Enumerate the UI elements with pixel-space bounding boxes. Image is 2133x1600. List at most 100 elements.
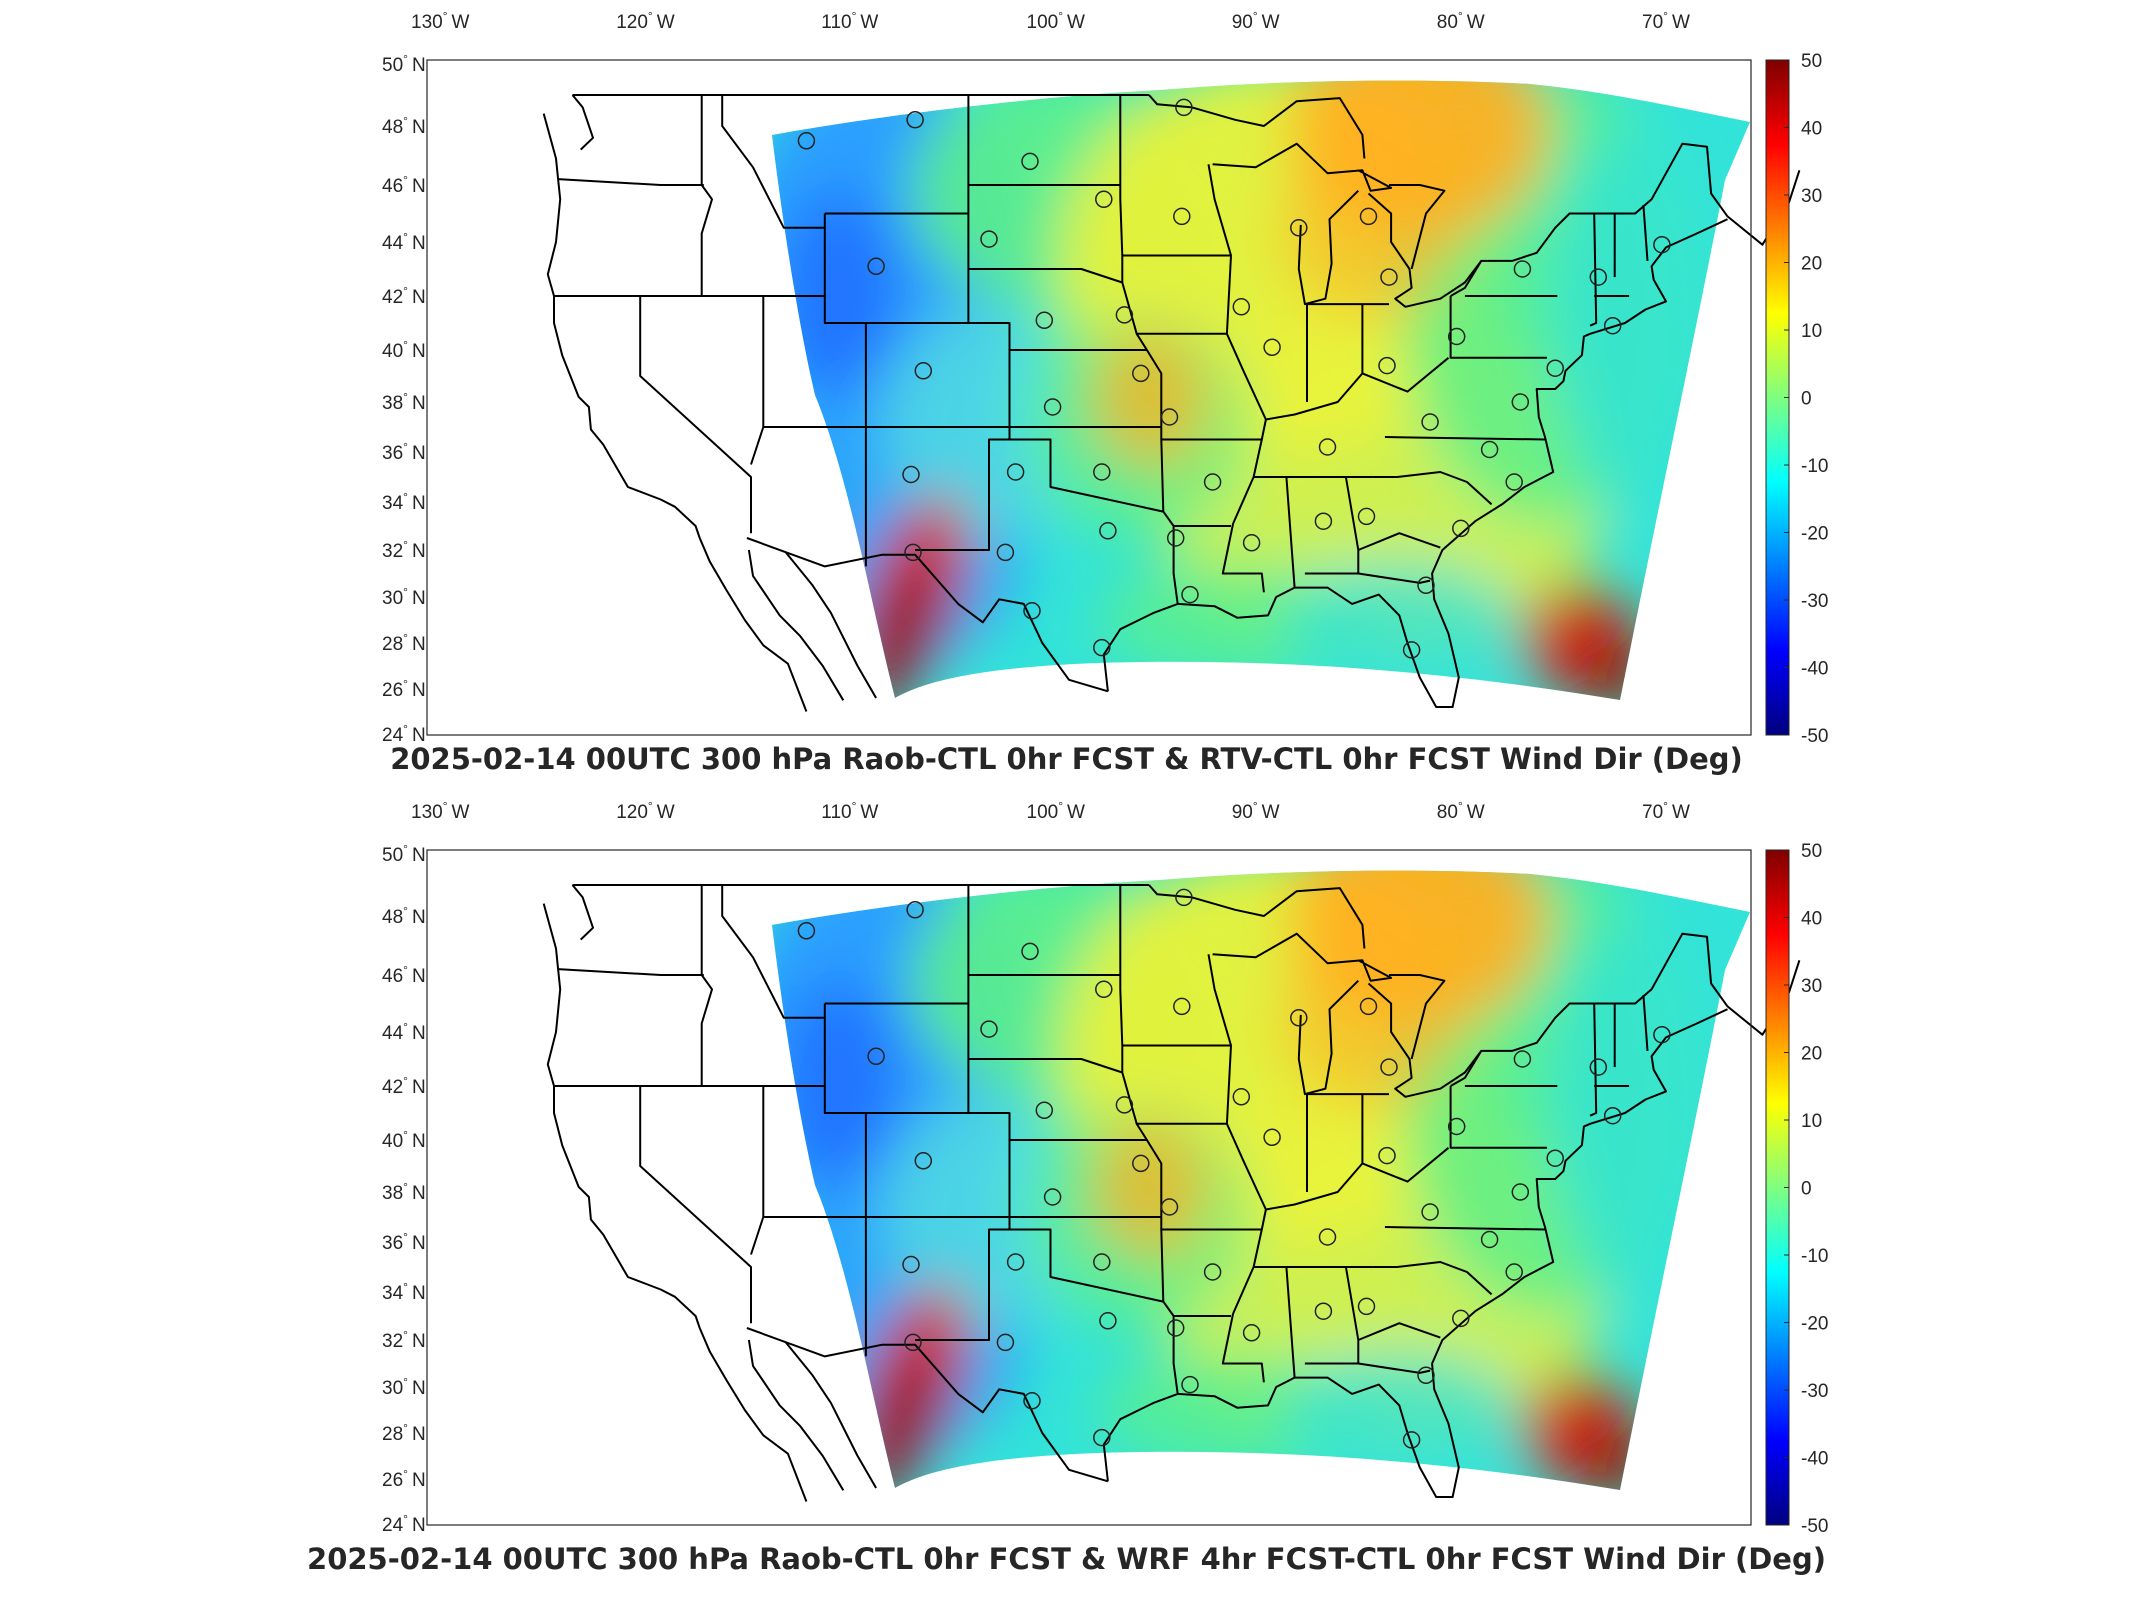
panel-title-bottom: 2025-02-14 00UTC 300 hPa Raob-CTL 0hr FC… [307, 1542, 1826, 1576]
boundary-line [1589, 213, 1598, 327]
boundary-line [989, 438, 1164, 513]
boundary-line [1384, 436, 1546, 441]
lon-tick-label: 70° W [1642, 799, 1690, 823]
raob-station-marker [1099, 1312, 1117, 1330]
boundary-line [1357, 1322, 1441, 1341]
raob-station-marker [867, 257, 885, 276]
boundary-line [1589, 1003, 1598, 1117]
boundary-line [1207, 954, 1267, 1383]
lat-tick-label: 32° N [382, 1328, 426, 1352]
raob-station-marker [1006, 1253, 1025, 1271]
raob-station-marker [1447, 1117, 1466, 1136]
raob-stations [797, 888, 1671, 1449]
raob-station-marker [1505, 473, 1523, 491]
colorbar-tick-label: 0 [1801, 1179, 1812, 1200]
boundary-line [785, 1341, 877, 1489]
boundary-line [542, 113, 701, 539]
boundary-line [558, 178, 704, 186]
boundary-lines [542, 94, 1801, 712]
colorbar-tick-label: 0 [1801, 389, 1812, 410]
lon-tick-label: 120° W [616, 9, 675, 33]
raob-station-marker [1290, 219, 1308, 237]
raob-station-marker [1093, 1253, 1111, 1271]
raob-station-marker [1006, 463, 1025, 481]
lat-tick-label: 44° N [382, 230, 426, 254]
colorbar-tick-label: -50 [1801, 726, 1828, 747]
raob-station-marker [1173, 997, 1191, 1016]
lat-tick-label: 46° N [382, 963, 426, 987]
boundary-line [571, 884, 594, 941]
panel-bottom: 130° W 120° W 110° W 100° W 90° W 80° W 70° W 50° N 48° N… [0, 790, 2133, 1580]
lon-tick-label: 130° W [411, 799, 470, 823]
lat-tick-label: 36° N [382, 1230, 426, 1254]
boundary-line [1642, 204, 1649, 261]
boundary-line [1449, 1086, 1547, 1149]
raob-station-marker [914, 362, 933, 380]
lat-tick-label: 30° N [382, 1375, 426, 1399]
raob-station-marker [1513, 1050, 1532, 1068]
raob-station-marker [1242, 534, 1261, 552]
raob-station-marker [1447, 327, 1466, 346]
raob-station-marker [1318, 438, 1337, 456]
raob-station-marker [1452, 1309, 1470, 1328]
boundary-line [747, 1339, 845, 1491]
raob-station-marker [1603, 1106, 1622, 1125]
raob-station-marker [1132, 364, 1150, 383]
raob-station-marker [797, 922, 816, 940]
lat-tick-label: 28° N [382, 631, 426, 655]
boundary-line [1212, 142, 1393, 192]
lat-tick-label: 46° N [382, 173, 426, 197]
raob-station-marker [1357, 507, 1376, 526]
boundary-line [1389, 184, 1446, 270]
raob-station-marker [1166, 1319, 1185, 1337]
lat-tick-label: 26° N [382, 1467, 426, 1491]
boundary-line [698, 1327, 808, 1502]
lat-tick-label: 30° N [382, 585, 426, 609]
lat-tick-label: 50° N [382, 52, 426, 76]
boundary-line [1372, 471, 1493, 506]
boundary-line [1304, 1266, 1360, 1365]
raob-station-marker [1603, 316, 1622, 335]
raob-station-marker [906, 901, 924, 919]
raob-station-marker [1099, 522, 1117, 540]
colorbar-tick-label: -40 [1801, 1449, 1828, 1470]
raob-station-marker [1314, 512, 1333, 530]
raob-station-marker [1417, 1366, 1435, 1385]
colorbar-tick-label: 40 [1801, 909, 1822, 930]
axes-frame [426, 849, 1752, 1526]
boundary-line [1357, 532, 1441, 551]
raob-station-marker [1160, 1198, 1179, 1216]
boundary-line [1148, 884, 1366, 949]
lat-tick-label: 42° N [382, 1074, 426, 1098]
raob-station-marker [1093, 463, 1111, 481]
lat-tick-label: 28° N [382, 1421, 426, 1445]
raob-station-marker [1359, 997, 1378, 1016]
boundary-line [1449, 296, 1547, 359]
boundary-line [542, 903, 701, 1329]
lat-tick-label: 24° N [382, 1512, 426, 1536]
lon-tick-label: 120° W [616, 799, 675, 823]
raob-station-marker [1452, 519, 1470, 538]
boundary-line [1358, 1362, 1431, 1374]
raob-station-marker [1115, 306, 1134, 324]
boundary-line [1119, 95, 1179, 605]
boundary-line [698, 537, 808, 712]
raob-station-marker [1181, 1375, 1199, 1394]
colorbar-tick-label: 50 [1801, 841, 1822, 862]
raob-station-marker [914, 1152, 933, 1170]
raob-station-marker [1380, 1058, 1398, 1076]
raob-station-marker [1023, 602, 1041, 620]
lat-tick-label: 48° N [382, 114, 426, 138]
raob-station-marker [1232, 298, 1251, 316]
map-bottom: 130° W 120° W 110° W 100° W 90° W 80° W 70° W 50° N 48° N… [382, 799, 1828, 1537]
raob-station-marker [1173, 207, 1191, 226]
panel-top: 130° W 120° W 110° W 100° W 90° W 80° W 70° W 50° N 48° N… [0, 0, 2133, 790]
lon-tick-label: 80° W [1437, 9, 1485, 33]
raob-station-marker [1505, 1263, 1523, 1281]
raob-station-marker [1480, 1230, 1499, 1249]
colorbar-tick-label: 20 [1801, 1044, 1822, 1065]
boundary-line [1384, 1226, 1546, 1231]
boundary-line [785, 551, 877, 699]
boundary-line [968, 268, 1123, 284]
boundary-line [700, 95, 713, 296]
